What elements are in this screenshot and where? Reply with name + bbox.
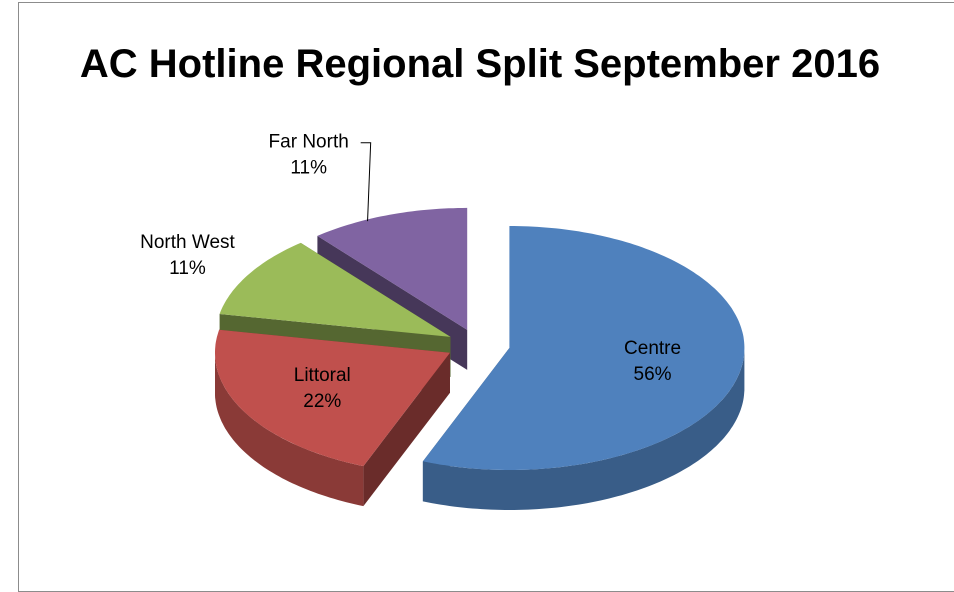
slice-wall <box>215 352 364 507</box>
page: AC Hotline Regional Split September 2016… <box>18 2 954 592</box>
data-label-value: 56% <box>634 364 672 385</box>
data-label-name: North West <box>140 232 235 253</box>
slice-wall <box>422 348 745 510</box>
data-label-value: 11% <box>290 158 327 179</box>
slice <box>215 329 450 467</box>
slice <box>317 207 468 330</box>
data-label-name: Far North <box>269 132 349 153</box>
chart: Centre 56% Littoral 22% North West 11% Far Nor… <box>140 132 745 510</box>
data-label-value: 22% <box>303 391 341 412</box>
leader-line <box>360 142 372 222</box>
data-label-value: 11% <box>169 258 206 279</box>
data-label-name: Centre <box>624 338 681 359</box>
slice <box>422 226 745 470</box>
data-label-name: Littoral <box>294 365 351 386</box>
slice-side <box>363 352 450 507</box>
slice <box>219 242 451 337</box>
chart-title: AC Hotline Regional Split September 2016 <box>79 42 881 86</box>
